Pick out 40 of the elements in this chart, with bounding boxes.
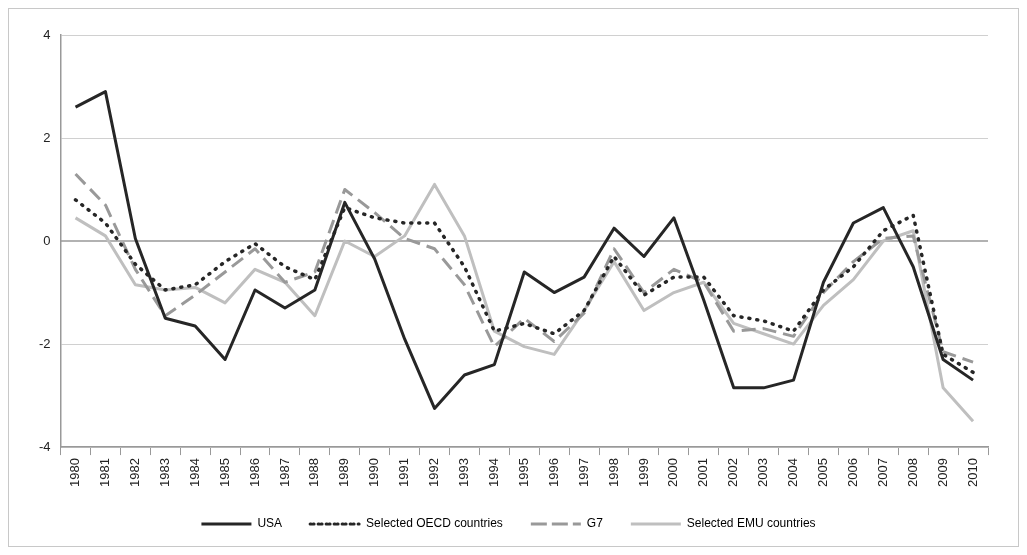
x-tick-label: 2004 xyxy=(785,458,801,487)
y-tick-label: 2 xyxy=(43,129,51,145)
x-tick-label: 1984 xyxy=(186,458,202,487)
x-tick-label: 1987 xyxy=(276,458,292,487)
x-tick-label: 2008 xyxy=(904,458,920,487)
x-tick-label: 2000 xyxy=(665,458,681,487)
x-tick-label: 2007 xyxy=(874,458,890,487)
x-tick-label: 1989 xyxy=(336,458,352,487)
x-tick-label: 1996 xyxy=(545,458,561,487)
x-tick-label: 1995 xyxy=(515,458,531,487)
x-tick-label: 2003 xyxy=(755,458,771,487)
x-tick-label: 1981 xyxy=(97,458,113,487)
x-tick-label: 2002 xyxy=(725,458,741,487)
x-tick-label: 1988 xyxy=(306,458,322,487)
x-tick-label: 1985 xyxy=(216,458,232,487)
y-tick-label: 4 xyxy=(43,26,51,42)
x-tick-label: 1999 xyxy=(635,458,651,487)
x-tick-label: 1997 xyxy=(575,458,591,487)
x-tick-label: 2001 xyxy=(695,458,711,487)
y-tick-label: 0 xyxy=(43,232,51,248)
x-tick-label: 1993 xyxy=(456,458,472,487)
x-tick-label: 1982 xyxy=(126,458,142,487)
legend-label: Selected EMU countries xyxy=(686,516,816,531)
x-tick-label: 1991 xyxy=(396,458,412,487)
y-tick-label: -2 xyxy=(39,335,51,351)
x-tick-label: 2006 xyxy=(844,458,860,487)
x-tick-label: 2005 xyxy=(815,458,831,487)
x-tick-label: 1990 xyxy=(366,458,382,487)
x-tick-label: 1992 xyxy=(426,458,442,487)
x-tick-label: 1983 xyxy=(156,458,172,487)
x-tick-label: 1998 xyxy=(605,458,621,487)
legend-label: Selected OECD countries xyxy=(366,516,503,531)
x-tick-label: 1994 xyxy=(485,458,501,487)
x-tick-label: 1986 xyxy=(246,458,262,487)
x-tick-label: 1980 xyxy=(67,458,83,487)
x-tick-label: 2010 xyxy=(964,458,980,487)
x-tick-label: 2009 xyxy=(934,458,950,487)
y-tick-label: -4 xyxy=(39,438,51,454)
legend-label: USA xyxy=(257,516,283,531)
legend-label: G7 xyxy=(586,516,604,531)
